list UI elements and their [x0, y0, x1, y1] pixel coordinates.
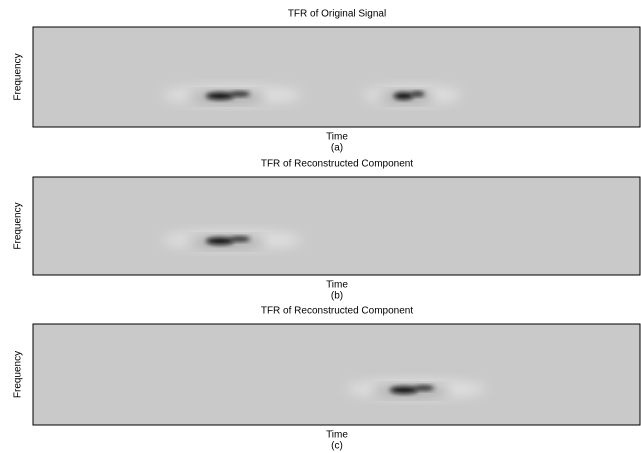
panel-caption: (c): [331, 441, 343, 452]
panel-caption: (a): [331, 143, 343, 154]
panel-caption: (b): [331, 291, 343, 302]
panel-title: TFR of Reconstructed Component: [261, 306, 414, 317]
y-axis-label: Frequency: [13, 53, 24, 100]
energy-blob: [162, 232, 302, 248]
blob-core: [206, 238, 234, 245]
tfr-image: [33, 324, 640, 425]
x-axis-label: Time: [326, 132, 348, 143]
panel-title: TFR of Reconstructed Component: [261, 159, 414, 170]
panel-title: TFR of Original Signal: [288, 9, 386, 20]
y-axis-label: Frequency: [13, 351, 24, 398]
x-axis-label: Time: [326, 280, 348, 291]
energy-blob: [363, 87, 461, 103]
blob-core: [230, 92, 250, 97]
figure: TFR of Original SignalTime(a)FrequencyTF…: [0, 0, 641, 453]
blob-core: [414, 386, 434, 391]
energy-blob: [162, 87, 302, 103]
x-axis-label: Time: [326, 430, 348, 441]
energy-blob: [346, 381, 486, 397]
y-axis-label: Frequency: [13, 202, 24, 249]
blob-core: [394, 93, 414, 100]
tfr-image: [33, 27, 640, 127]
tfr-image: [33, 177, 640, 275]
blob-core: [390, 387, 418, 394]
blob-core: [206, 93, 234, 100]
blob-core: [230, 237, 250, 242]
blob-core: [411, 92, 425, 97]
